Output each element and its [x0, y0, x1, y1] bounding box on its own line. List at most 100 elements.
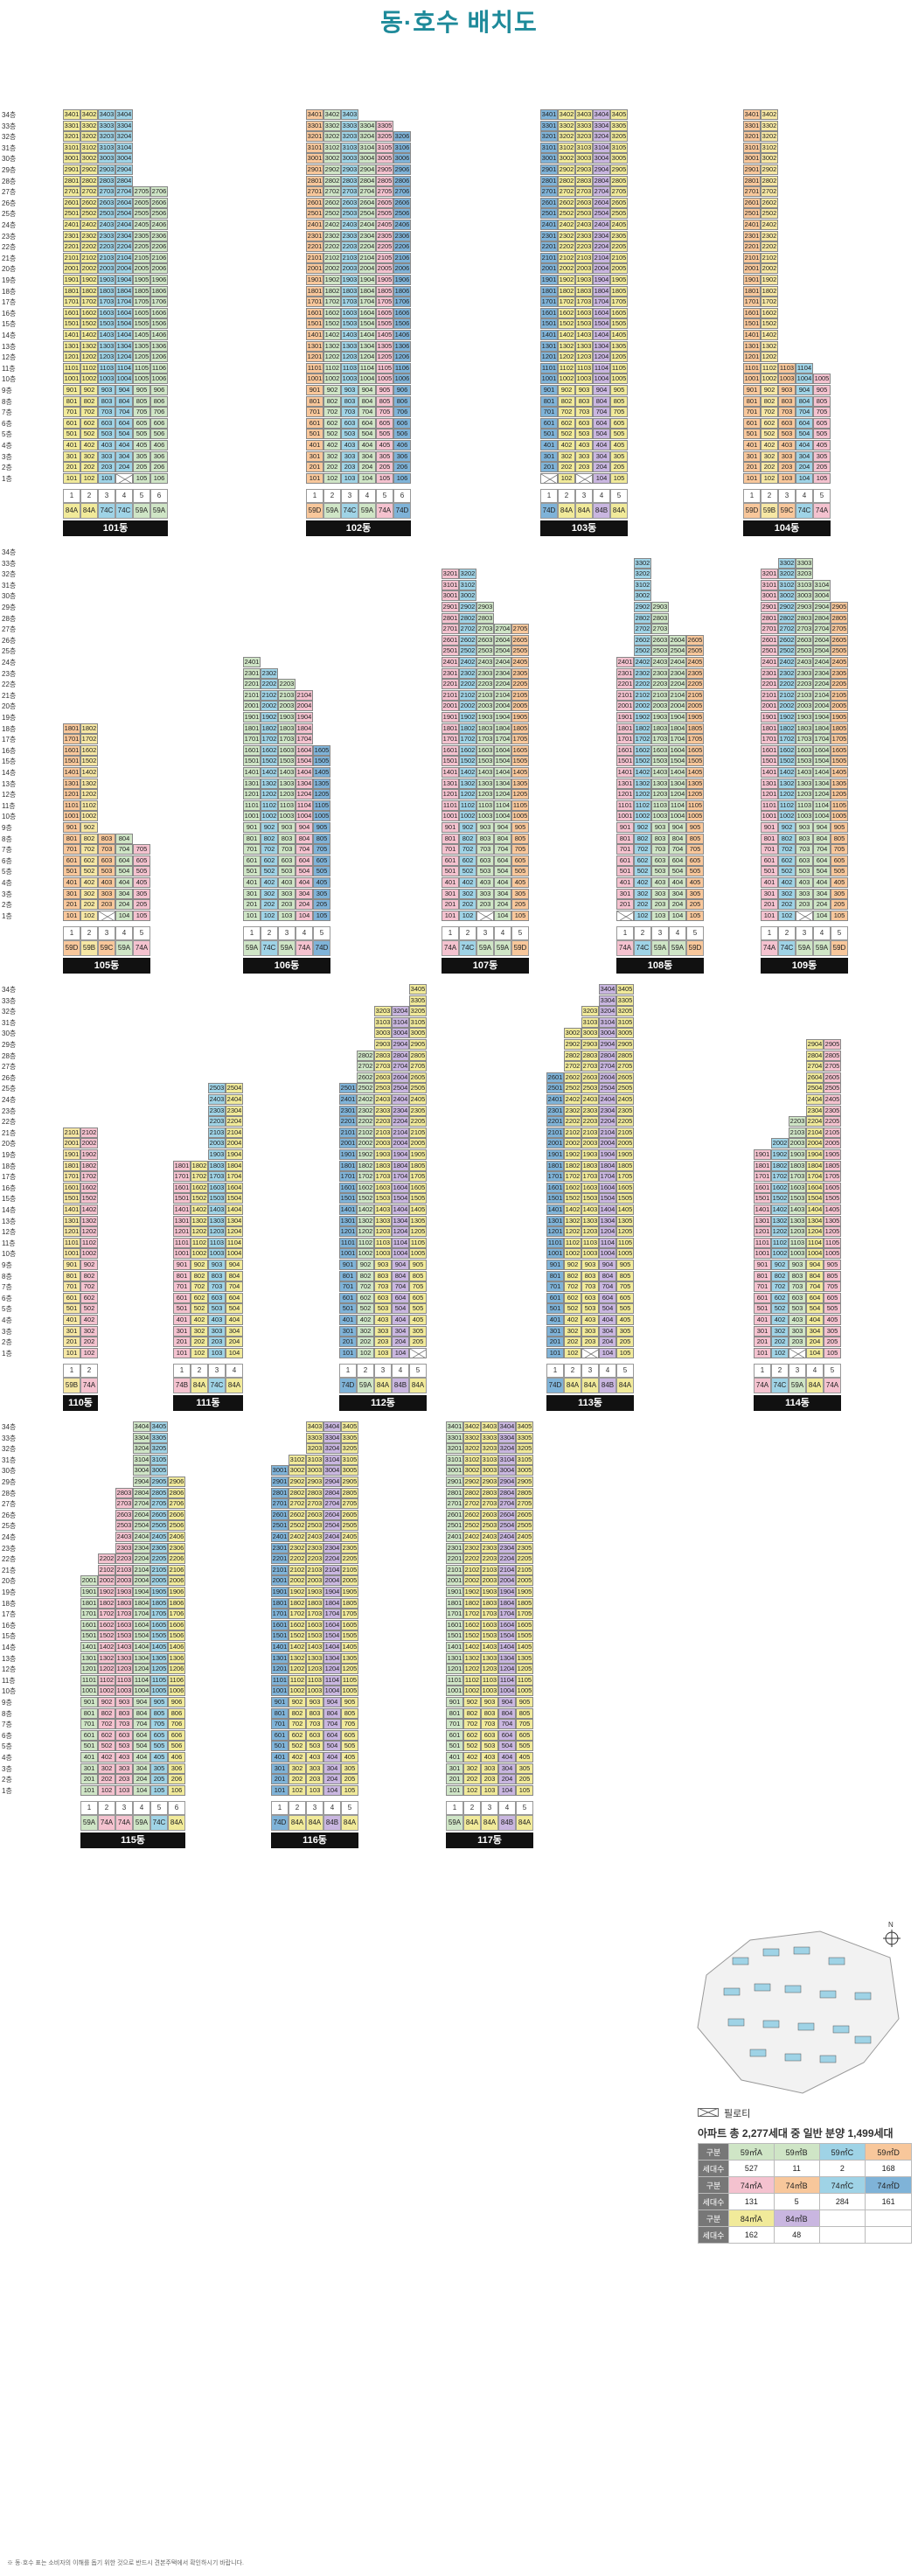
unit-cell: 1504	[813, 756, 831, 767]
unit-cell: 1405	[610, 330, 628, 340]
unit-cell: 205	[409, 1337, 427, 1348]
unit-cell: 2401	[63, 220, 80, 230]
unit-cell: 905	[813, 385, 831, 395]
unit-cell: 704	[593, 407, 610, 418]
unit-cell: 105	[824, 1347, 841, 1358]
unit-cell: 702	[357, 1281, 374, 1293]
line-type: 74A	[442, 940, 459, 957]
line-number: 1	[442, 926, 459, 941]
unit-cell: 1201	[63, 1226, 80, 1238]
unit-cell: 1103	[208, 1237, 226, 1248]
unit-cell: 1605	[376, 307, 393, 318]
unit-cell: 505	[813, 429, 831, 440]
unit-cell: 605	[150, 1729, 168, 1741]
unit-cell: 402	[98, 1752, 115, 1763]
unit-cell: 2402	[289, 1532, 306, 1542]
unit-cell: 1901	[339, 1149, 357, 1160]
unit-cell: 2905	[616, 1039, 634, 1050]
unit-cell: 202	[191, 1337, 208, 1348]
unit-cell: 901	[442, 822, 459, 833]
unit-cell: 3404	[593, 109, 610, 120]
unit-cell: 3301	[63, 120, 80, 131]
line-type: 59C	[778, 503, 796, 520]
building-name: 103동	[540, 520, 628, 537]
unit-cell: 1003	[575, 373, 593, 385]
unit-cell: 2904	[115, 164, 133, 175]
unit-cell: 804	[593, 395, 610, 407]
unit-cell: 2205	[616, 1116, 634, 1127]
summary-head: 세대수	[698, 2193, 729, 2210]
unit-cell: 1401	[743, 330, 761, 340]
floor-label: 24층	[2, 221, 17, 229]
unit-cell: 105	[376, 472, 393, 484]
unit-cell: 1605	[511, 744, 529, 756]
line-type: 74C	[115, 503, 133, 520]
unit-cell: 3204	[115, 131, 133, 143]
unit-cell: 1101	[546, 1237, 564, 1248]
unit-cell: 804	[669, 833, 686, 844]
unit-cell: 1801	[446, 1597, 463, 1609]
unit-cell: 1706	[150, 297, 168, 308]
line-type: 59A	[80, 1815, 98, 1832]
unit-cell: 1301	[63, 1215, 80, 1226]
unit-cell: 3103	[796, 579, 813, 590]
unit-cell: 2901	[442, 602, 459, 612]
unit-cell: 1103	[575, 362, 593, 373]
unit-cell: 2201	[442, 679, 459, 690]
line-number: 5	[831, 926, 848, 941]
unit-cell: 1104	[599, 1237, 616, 1248]
unit-cell: 2902	[558, 164, 575, 175]
unit-cell: 304	[323, 1763, 341, 1774]
unit-cell: 1805	[150, 1597, 168, 1609]
unit-cell: 2003	[575, 263, 593, 275]
unit-cell: 2304	[669, 667, 686, 679]
unit-cell: 2803	[115, 1487, 133, 1498]
unit-cell: 1105	[409, 1237, 427, 1248]
unit-cell: 1204	[226, 1226, 243, 1238]
building-name: 114동	[754, 1395, 841, 1412]
unit-cell: 2903	[581, 1039, 599, 1050]
unit-cell: 1104	[498, 1674, 516, 1686]
unit-cell: 1001	[339, 1248, 357, 1260]
unit-cell: 504	[593, 429, 610, 440]
unit-cell: 604	[796, 417, 813, 429]
unit-cell: 201	[446, 1774, 463, 1785]
unit-cell: 903	[98, 385, 115, 395]
line-type: 59A	[115, 940, 133, 957]
line-type: 84B	[323, 1815, 341, 1832]
unit-cell: 2501	[63, 208, 80, 220]
unit-cell: 403	[374, 1315, 392, 1325]
unit-cell: 1203	[651, 789, 669, 800]
unit-cell: 1002	[80, 811, 98, 822]
unit-cell: 2703	[651, 624, 669, 635]
unit-cell: 1102	[191, 1237, 208, 1248]
unit-cell: 1302	[80, 778, 98, 789]
unit-cell: 701	[243, 844, 261, 855]
unit-cell: 1802	[80, 285, 98, 297]
unit-cell: 1202	[289, 1664, 306, 1675]
unit-cell: 1003	[481, 1686, 498, 1697]
line-number: 4	[296, 926, 313, 941]
unit-cell: 1801	[63, 285, 80, 297]
piloti-cell	[789, 1347, 806, 1358]
floor-label: 31층	[2, 143, 17, 152]
unit-cell: 1504	[593, 318, 610, 330]
unit-cell: 3001	[743, 153, 761, 164]
floor-label: 10층	[2, 375, 17, 384]
unit-cell: 2405	[341, 1532, 358, 1542]
unit-cell: 702	[80, 1281, 98, 1293]
unit-cell: 1104	[226, 1237, 243, 1248]
piloti-icon	[698, 2108, 719, 2117]
unit-cell: 2802	[357, 1050, 374, 1061]
unit-cell: 1605	[409, 1182, 427, 1193]
unit-cell: 2704	[133, 1498, 150, 1510]
floor-label: 32층	[2, 1008, 17, 1016]
unit-cell: 3403	[306, 1421, 323, 1432]
unit-cell: 1302	[80, 340, 98, 352]
unit-cell: 1703	[651, 734, 669, 745]
floor-label: 32층	[2, 570, 17, 579]
floor-label: 15층	[2, 1632, 17, 1641]
unit-cell: 2004	[813, 701, 831, 712]
unit-cell: 904	[806, 1260, 824, 1270]
unit-cell: 1703	[789, 1171, 806, 1183]
